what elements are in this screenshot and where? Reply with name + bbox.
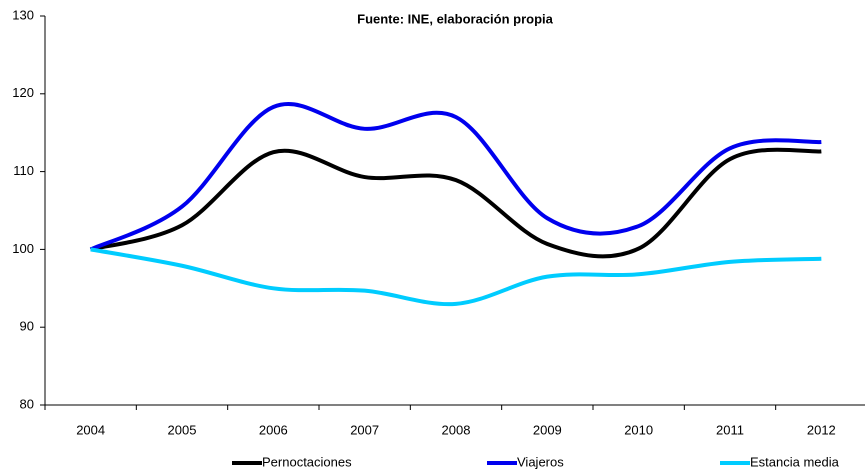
legend-label: Estancia media (750, 454, 840, 469)
legend-label: Pernoctaciones (262, 454, 352, 469)
y-tick-label: 80 (20, 396, 34, 411)
chart-title: Fuente: INE, elaboración propia (357, 11, 554, 26)
x-tick-label: 2006 (259, 422, 288, 437)
x-tick-label: 2012 (807, 422, 836, 437)
x-tick-label: 2004 (76, 422, 105, 437)
y-tick-label: 110 (13, 163, 34, 178)
y-tick-label: 130 (12, 7, 34, 22)
x-tick-label: 2010 (624, 422, 653, 437)
y-tick-label: 90 (20, 319, 34, 334)
x-tick-label: 2008 (442, 422, 471, 437)
y-tick-label: 100 (12, 241, 34, 256)
y-tick-label: 120 (12, 85, 34, 100)
series-line (89, 102, 822, 252)
series-line (90, 247, 822, 307)
legend-label: Viajeros (517, 454, 564, 469)
series-line (90, 147, 822, 259)
x-tick-label: 2011 (716, 422, 744, 437)
x-tick-label: 2009 (533, 422, 562, 437)
x-tick-label: 2005 (168, 422, 197, 437)
x-tick-label: 2007 (350, 422, 379, 437)
